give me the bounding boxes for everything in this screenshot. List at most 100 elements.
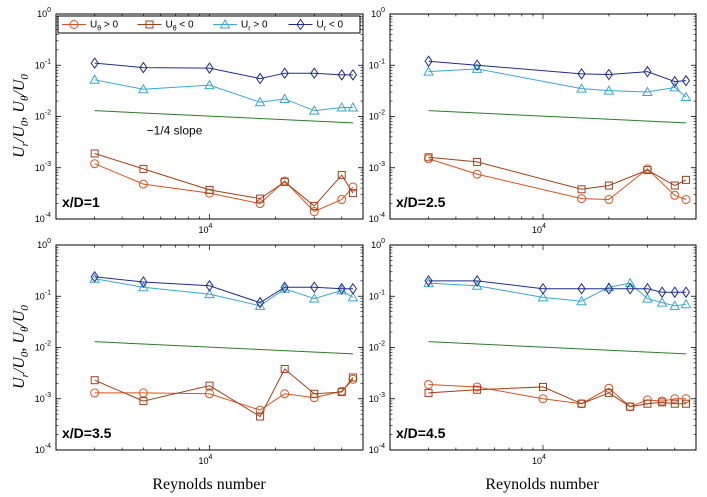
panel-3: 100 10-1 10-2 10-3 10-4 104 x/D=3.5 [35,238,364,466]
data-point [539,382,547,391]
data-point [577,67,586,80]
data-point [337,171,346,180]
data-point [337,282,346,295]
panel-label: x/D=3.5 [62,425,112,441]
series-line [94,79,353,112]
legend-marker [219,18,231,29]
data-point [205,185,214,194]
data-point [669,300,681,310]
series-2 [90,365,357,421]
data-point [205,381,214,390]
series-4 [424,274,691,299]
slope-reference-line [94,110,353,124]
y-tick-label: 10-4 [369,443,385,455]
y-tick-label: 10-3 [35,392,51,404]
series-line [94,278,354,307]
data-point [681,394,691,404]
data-point [656,297,668,307]
slope-reference-line [428,341,687,355]
series-4 [90,57,358,85]
data-point [138,83,149,94]
data-point [139,276,148,288]
y-tick-label: 10-4 [369,212,385,224]
data-point [670,190,680,200]
data-point [626,402,635,411]
legend-label: Uθ > 0 [90,20,119,33]
y-tick-label: 10-3 [35,161,51,173]
data-point [681,286,691,299]
series-4 [424,55,691,88]
y-tick-label: 10-1 [369,289,385,301]
data-point [538,282,548,295]
slope-annotation: −1/4 slope [147,124,203,138]
series-2 [424,153,690,194]
data-point [280,389,290,399]
data-point [424,379,434,389]
data-point [472,169,482,179]
data-point [472,59,482,72]
data-point [90,149,99,158]
data-point [280,365,289,374]
data-point [90,376,99,385]
data-point [337,195,347,205]
series-1 [90,159,358,217]
legend-marker [296,18,305,31]
panel-4: 100 10-1 10-2 10-3 10-4 104 x/D=4.5 [369,238,697,466]
data-point [624,277,636,288]
data-point [280,177,289,186]
data-point [680,91,692,102]
data-point [472,274,482,287]
data-point [139,61,148,74]
x-tick-label: 104 [532,454,546,466]
series-line [94,163,354,213]
data-point [138,179,148,189]
data-point [537,291,549,302]
data-point [205,279,214,292]
panel-label: x/D=2.5 [396,194,446,210]
data-point [424,153,433,162]
data-point [424,55,433,68]
series-3 [423,63,692,102]
data-point [308,293,320,303]
data-point [90,57,99,70]
data-point [670,394,680,404]
series-line [94,368,354,418]
y-tick-label: 10-2 [369,110,385,122]
data-point [604,282,614,295]
data-point [139,164,148,173]
data-point [681,175,690,184]
legend-entry: Uθ < 0 [137,20,194,33]
data-point [669,81,681,92]
data-point [90,159,100,169]
series-2 [90,149,357,210]
data-point [336,101,348,112]
y-axis-label: Ur/U0, Uθ/U0 [11,74,31,158]
y-tick-label: 100 [37,238,51,250]
series-1 [424,154,691,205]
legend-entry: Ur < 0 [288,18,343,33]
data-point [604,383,614,393]
data-point [643,166,652,175]
x-tick-label: 104 [199,454,213,466]
slope-reference-line [94,341,353,355]
data-point [625,282,635,295]
y-axis-label: Ur/U0, Uθ/U0 [11,305,31,389]
data-point [89,74,101,84]
data-point [538,394,548,404]
data-point [90,388,100,398]
data-point [347,101,359,112]
data-point [348,189,357,198]
data-point [280,281,289,294]
y-tick-label: 10-2 [35,110,51,122]
series-line [428,280,686,293]
data-point [643,399,652,408]
y-tick-label: 10-1 [35,58,51,70]
panel-label: x/D=4.5 [396,425,446,441]
legend-label: Ur > 0 [241,20,268,33]
data-point [138,281,149,292]
data-point [308,105,320,115]
series-line [94,276,353,304]
legend-entry: Uθ > 0 [62,20,119,33]
y-tick-label: 100 [371,238,385,250]
y-tick-label: 100 [37,7,51,19]
